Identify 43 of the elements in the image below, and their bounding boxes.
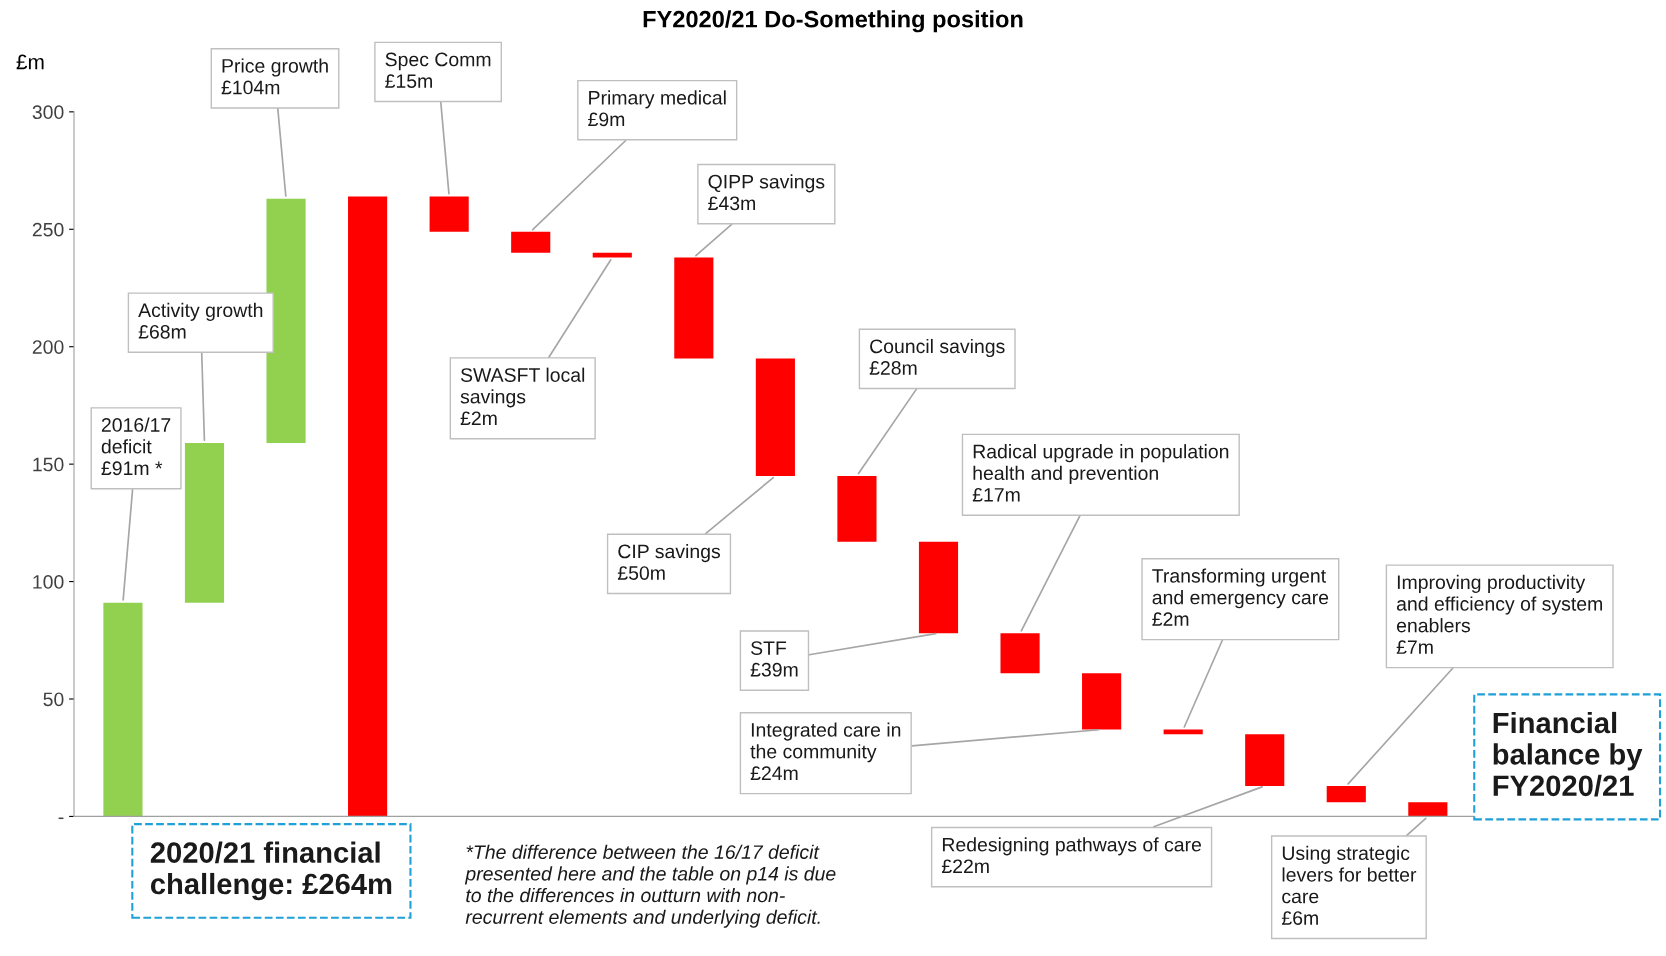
annotation: QIPP savings £43m <box>708 174 825 211</box>
bar <box>511 231 551 253</box>
bar <box>1408 802 1448 817</box>
y-tick-label: 300 <box>32 105 64 120</box>
text: Spec Comm £15m <box>385 52 491 88</box>
bar <box>837 475 877 542</box>
text: Redesigning pathways of care £22m <box>941 837 1202 873</box>
bar <box>429 196 469 232</box>
chart-title: FY2020/21 Do-Something position <box>643 10 1023 33</box>
text: *The difference between the 16/17 deficit presented here and the table on p14 is due to the differences in outturn with non- recurrent elements and underlying deficit. <box>464 844 836 928</box>
annotation: SWASFT local savings £2m <box>460 367 585 426</box>
annotation: 2016/17 deficit £91m * <box>101 417 171 476</box>
bar <box>755 358 795 476</box>
text: Price growth £104m <box>221 58 328 95</box>
bar <box>1082 673 1122 730</box>
text: Using strategic levers for better care £6m <box>1281 845 1417 925</box>
bar <box>674 257 714 359</box>
annotation: Radical upgrade in population health and prevention £17m <box>972 444 1229 502</box>
annotation: Transforming urgent and emergency care £2m <box>1152 568 1329 626</box>
annotation: Primary medical £9m <box>588 90 726 127</box>
bar <box>348 196 388 817</box>
bar <box>266 198 306 443</box>
y-tick-label: - <box>58 817 64 820</box>
y-tick-label: 50 <box>43 692 64 707</box>
text: Financial balance by FY2020/21 <box>1493 711 1643 797</box>
bar <box>918 541 959 634</box>
y-tick-label: 100 <box>33 575 64 589</box>
y-tick-label: 200 <box>32 340 64 354</box>
y-tick-label: 250 <box>32 222 64 237</box>
y-axis-title: £m <box>16 54 44 70</box>
bar <box>184 443 225 603</box>
text: 2020/21 financial challenge: £264m <box>150 841 392 901</box>
bar <box>1000 633 1040 674</box>
bar <box>1326 785 1366 803</box>
bar <box>103 602 143 817</box>
annotation: Integrated care in the community £24m <box>750 722 901 780</box>
y-tick-label: 150 <box>33 457 64 472</box>
annotation: Council savings £28m <box>869 338 1005 375</box>
annotation: STF £39m <box>750 641 798 677</box>
annotation: Activity growth £68m <box>138 302 263 339</box>
bar <box>1245 734 1285 786</box>
annotation: CIP savings £50m <box>617 544 721 580</box>
annotation: Improving productivity and efficiency of system enablers £7m <box>1396 574 1602 654</box>
